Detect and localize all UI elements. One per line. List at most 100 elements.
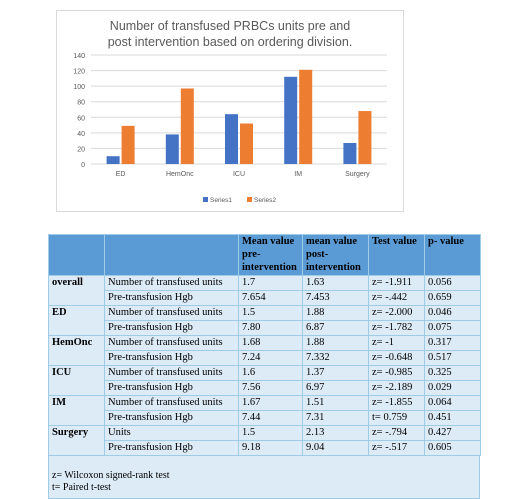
- header-measure: [104, 234, 239, 276]
- x-tick-label: IM: [294, 171, 302, 178]
- table-row: Pre-transfusion Hgb 7.80 6.87 z= -1.782 0.07…: [49, 320, 481, 336]
- mean-pre-cell: 1.5: [238, 425, 303, 441]
- measure-cell: Number of transfused units: [104, 335, 239, 351]
- measure-cell: Pre-transfusion Hgb: [104, 290, 239, 306]
- x-tick-label: ED: [116, 171, 126, 178]
- table-row: Pre-transfusion Hgb 7.654 7.453 z= -.442 0.6…: [49, 290, 481, 306]
- bar: [299, 69, 313, 164]
- legend-label: Series2: [254, 197, 276, 204]
- table-header-row: Mean value pre-intervention mean value p…: [48, 234, 481, 276]
- bar: [180, 88, 194, 164]
- p-value-cell: 0.659: [424, 290, 481, 306]
- bar: [121, 125, 135, 164]
- bar: [165, 134, 179, 164]
- mean-pre-cell: 1.6: [238, 365, 303, 381]
- header-group: [48, 234, 105, 276]
- mean-post-cell: 1.63: [302, 275, 369, 291]
- table-row: ED Number of transfused units 1.5 1.88 z= -2…: [48, 305, 481, 336]
- x-tick-label: Surgery: [345, 171, 370, 178]
- table-row: IM Number of transfused units 1.67 1.51 z= -…: [48, 395, 481, 426]
- mean-pre-cell: 7.56: [238, 380, 303, 396]
- group-label: overall: [48, 275, 105, 306]
- note-wilcoxon: z= Wilcoxon signed-rank test: [52, 470, 170, 481]
- header-mean-pre: Mean value pre-intervention: [238, 234, 303, 276]
- measure-cell: Pre-transfusion Hgb: [104, 380, 239, 396]
- legend-label: Series1: [210, 197, 232, 204]
- chart-title: post intervention based on ordering divi…: [108, 35, 353, 49]
- chart-canvas: Number of transfused PRBCs units pre and…: [73, 19, 387, 204]
- measure-cell: Pre-transfusion Hgb: [104, 410, 239, 426]
- header-p-value: p- value: [424, 234, 481, 276]
- x-tick-label: ICU: [233, 171, 245, 178]
- bar: [225, 114, 238, 164]
- measure-cell: Pre-transfusion Hgb: [104, 320, 239, 336]
- table-row: Surgery Units 1.5 2.13 z= -.794 0.427: [48, 425, 481, 456]
- p-value-cell: 0.451: [424, 410, 481, 426]
- p-value-cell: 0.029: [424, 380, 481, 396]
- table-row: ICU Number of transfused units 1.6 1.37 z= -…: [48, 365, 481, 396]
- bar: [343, 142, 357, 164]
- p-value-cell: 0.056: [424, 275, 481, 291]
- table-row: Pre-transfusion Hgb 9.18 9.04 z= -.517 0.605: [49, 440, 481, 456]
- legend-swatch: [203, 197, 208, 202]
- test-value-cell: z= -2.000: [368, 305, 425, 321]
- mean-post-cell: 1.88: [302, 335, 369, 351]
- mean-pre-cell: 1.7: [238, 275, 303, 291]
- group-label: Surgery: [48, 425, 105, 456]
- test-value-cell: z= -0.648: [368, 350, 425, 366]
- y-tick-label: 60: [77, 115, 85, 122]
- group-label: HemOnc: [48, 335, 105, 366]
- measure-cell: Units: [104, 425, 239, 441]
- test-value-cell: z= -2.189: [368, 380, 425, 396]
- measure-cell: Number of transfused units: [104, 365, 239, 381]
- mean-post-cell: 9.04: [302, 440, 369, 456]
- bar: [240, 123, 253, 164]
- bar-chart: Number of transfused PRBCs units pre and…: [56, 10, 404, 212]
- header-test-value: Test value: [368, 234, 425, 276]
- legend-swatch: [247, 197, 252, 202]
- test-value-cell: z= -.442: [368, 290, 425, 306]
- y-tick-label: 0: [81, 162, 85, 169]
- mean-post-cell: 1.37: [302, 365, 369, 381]
- mean-post-cell: 6.97: [302, 380, 369, 396]
- table-row: Pre-transfusion Hgb 7.56 6.97 z= -2.189 0.02…: [49, 380, 481, 396]
- group-label: ICU: [48, 365, 105, 396]
- mean-pre-cell: 7.44: [238, 410, 303, 426]
- test-value-cell: z= -0.985: [368, 365, 425, 381]
- measure-cell: Pre-transfusion Hgb: [104, 440, 239, 456]
- mean-post-cell: 2.13: [302, 425, 369, 441]
- mean-pre-cell: 1.68: [238, 335, 303, 351]
- bar: [358, 111, 372, 164]
- table-row: HemOnc Number of transfused units 1.68 1.88…: [48, 335, 481, 366]
- test-value-cell: z= -1.855: [368, 395, 425, 411]
- mean-post-cell: 7.31: [302, 410, 369, 426]
- header-mean-post: mean value post-intervention: [302, 234, 369, 276]
- mean-post-cell: 7.332: [302, 350, 369, 366]
- table-row: Pre-transfusion Hgb 7.24 7.332 z= -0.648 0.5…: [49, 350, 481, 366]
- table-row: Pre-transfusion Hgb 7.44 7.31 t= 0.759 0.451: [49, 410, 481, 426]
- p-value-cell: 0.075: [424, 320, 481, 336]
- test-value-cell: z= -.517: [368, 440, 425, 456]
- test-value-cell: z= -.794: [368, 425, 425, 441]
- mean-pre-cell: 7.80: [238, 320, 303, 336]
- bar: [284, 76, 298, 164]
- mean-pre-cell: 1.67: [238, 395, 303, 411]
- measure-cell: Pre-transfusion Hgb: [104, 350, 239, 366]
- chart-title: Number of transfused PRBCs units pre and: [110, 19, 350, 33]
- y-tick-label: 80: [77, 100, 85, 107]
- p-value-cell: 0.064: [424, 395, 481, 411]
- mean-post-cell: 1.88: [302, 305, 369, 321]
- measure-cell: Number of transfused units: [104, 275, 239, 291]
- stats-table: Mean value pre-intervention mean value p…: [48, 234, 481, 456]
- note-t-test: t= Paired t-test: [52, 482, 111, 493]
- p-value-cell: 0.325: [424, 365, 481, 381]
- table-notes: z= Wilcoxon signed-rank test t= Paired t…: [48, 456, 480, 499]
- group-label: ED: [48, 305, 105, 336]
- p-value-cell: 0.427: [424, 425, 481, 441]
- mean-post-cell: 1.51: [302, 395, 369, 411]
- y-tick-label: 40: [77, 131, 85, 138]
- mean-pre-cell: 1.5: [238, 305, 303, 321]
- measure-cell: Number of transfused units: [104, 305, 239, 321]
- table-row: overall Number of transfused units 1.7 1.63…: [48, 275, 481, 306]
- group-label: IM: [48, 395, 105, 426]
